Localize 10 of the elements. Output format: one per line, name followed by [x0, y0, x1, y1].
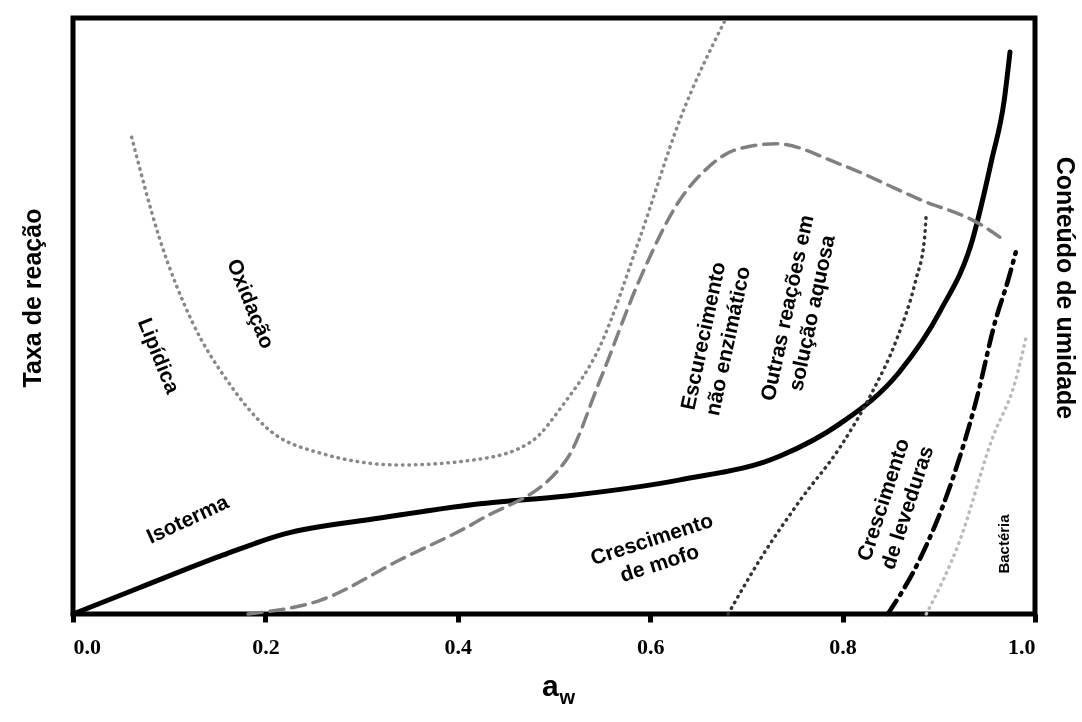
x-tick-label: 0.0 [73, 633, 101, 659]
x-tick-label: 0.6 [636, 633, 665, 659]
annotation: Outras reações em solução aquosa [755, 212, 839, 403]
x-tick-label: 0.2 [252, 633, 280, 659]
x-tick-label: 1.0 [1008, 633, 1036, 659]
x-tick-label: 0.8 [829, 633, 857, 659]
annotation: Bactéria [995, 513, 1012, 574]
x-tick-label: 0.4 [444, 633, 473, 659]
y2-axis-title: Conteúdo de umidade [1052, 156, 1080, 420]
y-axis-title: Taxa de reação [18, 208, 46, 388]
